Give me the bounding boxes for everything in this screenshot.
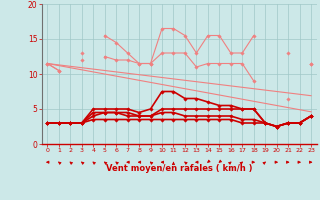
X-axis label: Vent moyen/en rafales ( km/h ): Vent moyen/en rafales ( km/h ) [106,164,252,173]
